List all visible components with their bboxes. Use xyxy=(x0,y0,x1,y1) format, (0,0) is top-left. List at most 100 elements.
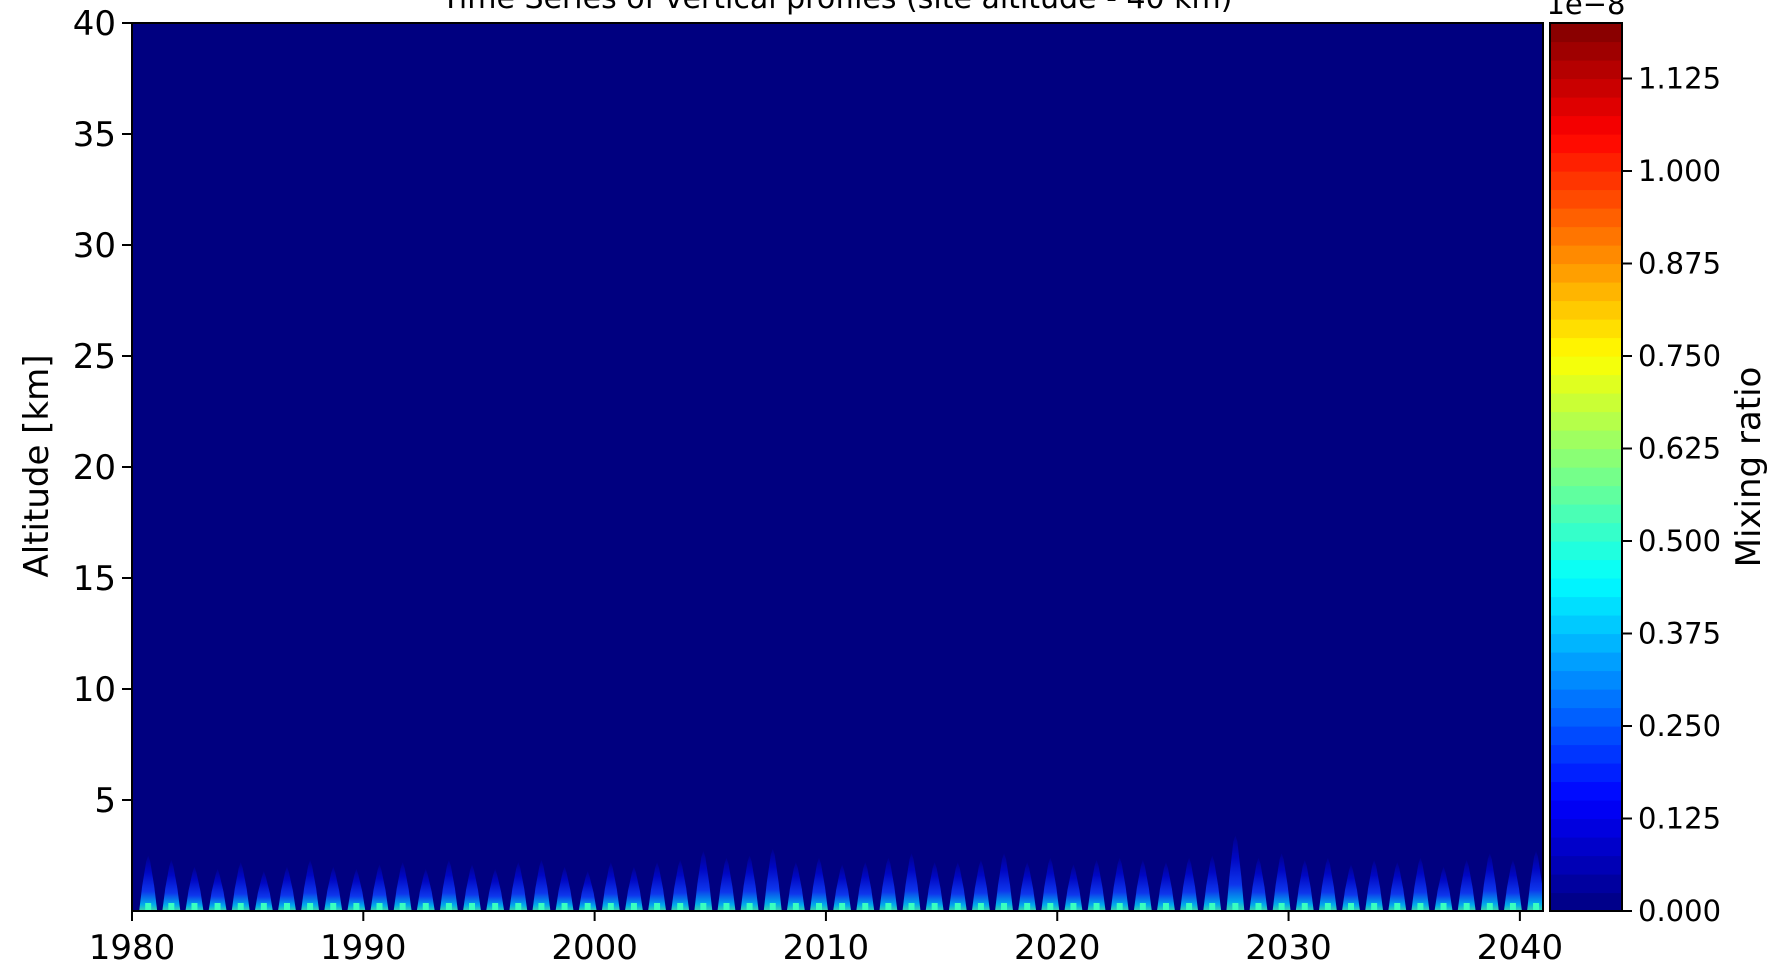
spike-core-2002 xyxy=(630,903,637,911)
x-tick-label-2020: 2020 xyxy=(1014,928,1101,965)
spike-core-2011 xyxy=(839,903,846,911)
colorbar-level-44 xyxy=(1550,78,1622,98)
spike-2007 xyxy=(740,855,759,911)
spike-2015 xyxy=(925,862,944,911)
spike-2031 xyxy=(1295,859,1314,911)
spike-2033 xyxy=(1342,864,1361,911)
y-tick-label-25: 25 xyxy=(73,337,116,377)
y-tick-label-5: 5 xyxy=(94,781,116,821)
spike-core-2031 xyxy=(1301,903,1308,911)
spike-core-2017 xyxy=(977,903,984,911)
spike-2012 xyxy=(856,862,875,911)
spike-core-2033 xyxy=(1348,903,1355,911)
x-tick-label-2000: 2000 xyxy=(551,928,638,965)
spike-1990 xyxy=(347,868,366,911)
spike-2001 xyxy=(601,862,620,911)
colorbar-level-13 xyxy=(1550,652,1622,672)
colorbar-level-38 xyxy=(1550,189,1622,209)
x-axis: 1980 1990 2000 2010 2020 2030 2040 xyxy=(89,911,1563,965)
spike-1998 xyxy=(532,859,551,911)
chart-title: Time Series of vertical profiles (site a… xyxy=(441,0,1233,16)
colorbar-level-22 xyxy=(1550,485,1622,505)
colorbar-tick-label-1.125: 1.125 xyxy=(1638,62,1721,96)
spike-core-2041 xyxy=(1533,903,1540,911)
colorbar-tick-label-0.500: 0.500 xyxy=(1638,524,1721,558)
spike-core-2001 xyxy=(607,903,614,911)
colorbar-level-32 xyxy=(1550,300,1622,320)
spike-2021 xyxy=(1064,864,1083,911)
colorbar-level-6 xyxy=(1550,781,1622,801)
colorbar-tick-label-1.000: 1.000 xyxy=(1638,154,1721,188)
colorbar-level-37 xyxy=(1550,208,1622,228)
spike-core-1998 xyxy=(538,903,545,911)
spike-core-2036 xyxy=(1417,903,1424,911)
colorbar-level-24 xyxy=(1550,448,1622,468)
colorbar-level-33 xyxy=(1550,282,1622,302)
colorbar-tick-label-0.875: 0.875 xyxy=(1638,247,1721,281)
colorbar-offset-text: 1e−8 xyxy=(1546,0,1625,21)
spike-1991 xyxy=(370,864,389,911)
colorbar-tick-label-0.625: 0.625 xyxy=(1638,432,1721,466)
y-axis-title: Altitude [km] xyxy=(17,354,57,577)
colorbar-level-14 xyxy=(1550,633,1622,653)
spike-core-1987 xyxy=(283,903,290,911)
colorbar-tick-label-0.375: 0.375 xyxy=(1638,617,1721,651)
spike-core-1994 xyxy=(445,903,452,911)
colorbar-level-9 xyxy=(1550,726,1622,746)
spike-core-2003 xyxy=(654,903,661,911)
colorbar-level-17 xyxy=(1550,578,1622,598)
colorbar-ticks: 0.000 0.125 0.250 0.375 0.500 0.625 0.750 0.875… xyxy=(1622,62,1721,928)
spike-1989 xyxy=(324,866,343,911)
spike-2009 xyxy=(786,862,805,911)
spike-core-1986 xyxy=(260,903,267,911)
spike-2040 xyxy=(1503,859,1522,911)
spike-core-1993 xyxy=(422,903,429,911)
spike-core-2030 xyxy=(1278,903,1285,911)
spike-2035 xyxy=(1388,862,1407,911)
colorbar-level-0 xyxy=(1550,892,1622,912)
spike-1982 xyxy=(162,859,181,911)
y-tick-label-15: 15 xyxy=(73,559,116,599)
spike-core-2034 xyxy=(1371,903,1378,911)
colorbar-level-43 xyxy=(1550,97,1622,117)
colorbar xyxy=(1550,23,1622,912)
spike-core-2010 xyxy=(815,903,822,911)
colorbar-level-19 xyxy=(1550,541,1622,561)
spike-2016 xyxy=(948,862,967,911)
colorbar-level-7 xyxy=(1550,763,1622,783)
colorbar-level-36 xyxy=(1550,226,1622,246)
spike-2024 xyxy=(1133,859,1152,911)
spike-core-2022 xyxy=(1093,903,1100,911)
y-tick-label-40: 40 xyxy=(73,4,116,44)
spike-core-2023 xyxy=(1116,903,1123,911)
colorbar-level-2 xyxy=(1550,855,1622,875)
colorbar-level-8 xyxy=(1550,744,1622,764)
spike-core-2014 xyxy=(908,903,915,911)
colorbar-tick-label-0.250: 0.250 xyxy=(1638,709,1721,743)
colorbar-level-26 xyxy=(1550,411,1622,431)
colorbar-level-31 xyxy=(1550,319,1622,339)
spike-core-2021 xyxy=(1070,903,1077,911)
spike-core-2039 xyxy=(1486,903,1493,911)
y-tick-label-20: 20 xyxy=(73,448,116,488)
colorbar-level-45 xyxy=(1550,60,1622,80)
spike-core-1984 xyxy=(214,903,221,911)
colorbar-level-3 xyxy=(1550,837,1622,857)
spike-2022 xyxy=(1087,859,1106,911)
colorbar-level-10 xyxy=(1550,707,1622,727)
spike-2010 xyxy=(809,857,828,911)
colorbar-frame xyxy=(1549,22,1623,912)
plot-area-background xyxy=(132,23,1543,911)
y-axis: 5 10 15 20 25 30 35 40 xyxy=(73,4,132,821)
x-tick-label-1980: 1980 xyxy=(89,928,176,965)
spike-core-2016 xyxy=(954,903,961,911)
colorbar-level-16 xyxy=(1550,596,1622,616)
spike-2004 xyxy=(671,859,690,911)
colorbar-level-27 xyxy=(1550,393,1622,413)
spike-core-2027 xyxy=(1209,903,1216,911)
colorbar-level-4 xyxy=(1550,818,1622,838)
spike-2000 xyxy=(578,871,597,911)
colorbar-level-28 xyxy=(1550,374,1622,394)
spike-core-2038 xyxy=(1463,903,1470,911)
